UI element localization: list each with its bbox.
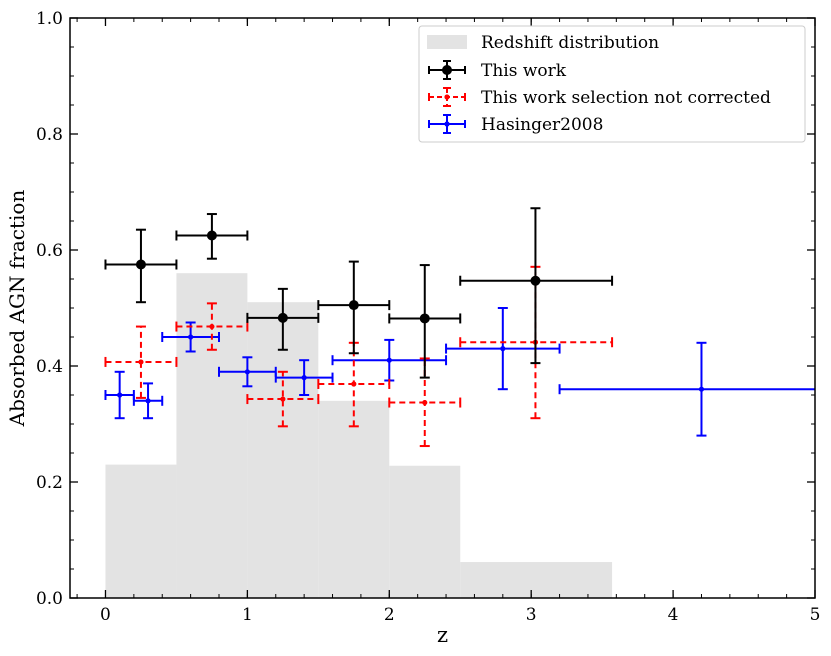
- histogram-bar: [460, 562, 613, 598]
- x-tick-label: 4: [668, 605, 679, 625]
- legend-patch-redshift-distribution: [427, 35, 467, 49]
- histogram: [105, 273, 613, 598]
- data-point: [422, 399, 428, 406]
- legend-label-redshift-distribution: Redshift distribution: [481, 33, 659, 53]
- legend-entry-this-work-selection-not-corrected: This work selection not corrected: [428, 87, 771, 108]
- legend-label: This work selection not corrected: [481, 88, 771, 108]
- legend-marker: [442, 65, 452, 75]
- legend-entry-this-work: This work: [428, 60, 567, 81]
- x-axis-label: z: [437, 623, 448, 647]
- x-tick-label: 3: [526, 605, 537, 625]
- error-bar-series: [104, 207, 815, 448]
- histogram-bar: [105, 464, 177, 598]
- axis-ticks: 0 1 2 3 4 5 0.0 0.2 0.4 0.6 0.8 1.0: [36, 9, 820, 625]
- x-tick-label: 0: [100, 605, 111, 625]
- data-point: [419, 313, 430, 324]
- histogram-bar: [389, 465, 461, 598]
- x-tick-label: 2: [384, 605, 395, 625]
- series-this-work: [104, 207, 614, 379]
- histogram-bar: [318, 400, 390, 598]
- data-point: [145, 398, 151, 404]
- legend-label: Hasinger2008: [481, 115, 603, 135]
- legend-marker: [444, 94, 450, 100]
- data-point: [386, 357, 392, 363]
- data-point: [351, 381, 357, 387]
- data-point: [206, 230, 217, 241]
- legend-entry-hasinger2008: Hasinger2008: [428, 114, 603, 135]
- data-point: [188, 334, 194, 340]
- series-hasinger2008: [104, 307, 815, 437]
- histogram-bar: [247, 302, 319, 598]
- data-point: [500, 346, 506, 352]
- legend-label: This work: [481, 61, 567, 81]
- data-point: [530, 275, 541, 286]
- data-point: [209, 323, 215, 330]
- legend-entries: This work This work selection not correct…: [428, 60, 771, 135]
- y-tick-label: 0.4: [36, 357, 63, 377]
- legend-box: [418, 25, 806, 143]
- y-axis-label: Absorbed AGN fraction: [5, 190, 29, 428]
- data-point: [301, 375, 307, 381]
- y-tick-label: 0.6: [36, 241, 63, 261]
- data-point: [117, 392, 123, 398]
- data-point: [277, 312, 288, 323]
- legend-marker: [444, 121, 450, 127]
- data-point: [348, 300, 359, 311]
- y-tick-label: 1.0: [36, 9, 63, 29]
- x-tick-label: 5: [810, 605, 821, 625]
- y-tick-label: 0.0: [36, 589, 63, 609]
- data-point: [244, 369, 250, 375]
- data-point: [135, 259, 146, 270]
- y-tick-label: 0.2: [36, 473, 63, 493]
- data-point: [138, 359, 144, 365]
- data-point: [280, 396, 286, 402]
- data-point: [698, 386, 705, 392]
- y-tick-label: 0.8: [36, 125, 63, 145]
- x-tick-label: 1: [242, 605, 253, 625]
